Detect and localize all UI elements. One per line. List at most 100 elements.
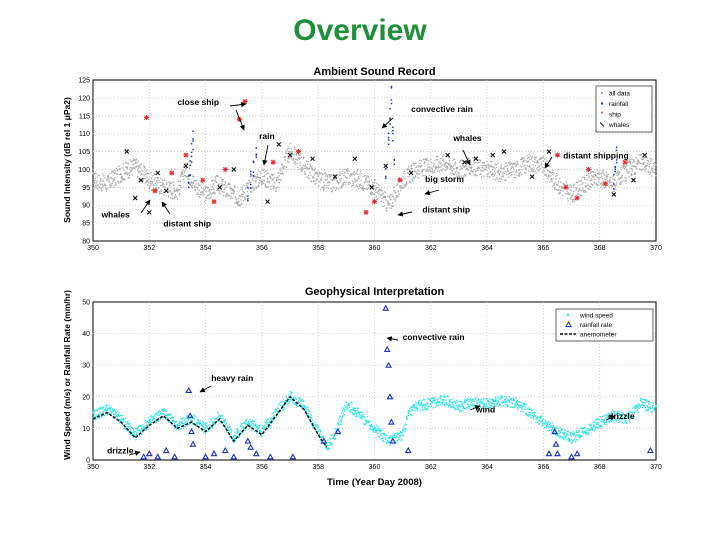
wind-speed-point xyxy=(527,414,529,416)
whale-point-d2 xyxy=(155,170,161,176)
y-tick-label: 105 xyxy=(78,149,90,156)
all-data-point xyxy=(470,164,472,166)
all-data-point xyxy=(519,175,521,177)
all-data-point xyxy=(573,200,576,202)
wind-speed-point xyxy=(235,435,237,437)
wind-speed-point xyxy=(602,419,604,421)
all-data-point xyxy=(166,188,169,190)
wind-speed-point xyxy=(121,423,123,426)
wind-speed-point xyxy=(427,397,430,399)
rainfall-rate-point xyxy=(387,418,395,425)
all-data-point xyxy=(600,175,603,177)
all-data-point xyxy=(143,175,145,177)
all-data-point xyxy=(261,183,263,186)
wind-speed-point xyxy=(352,413,354,415)
wind-speed-point xyxy=(465,407,467,409)
wind-speed-point xyxy=(262,424,264,427)
wind-speed-point xyxy=(601,425,603,428)
all-data-point xyxy=(449,163,451,165)
whale-point xyxy=(332,174,338,179)
all-data-point xyxy=(598,171,600,173)
wind-speed-point xyxy=(522,405,524,407)
all-data-point xyxy=(396,183,399,185)
all-data-point xyxy=(538,165,541,167)
all-data-point xyxy=(376,198,379,200)
wind-speed-point xyxy=(148,419,150,422)
wind-speed-point xyxy=(212,426,214,428)
wind-speed-point xyxy=(351,402,353,404)
wind-speed-point xyxy=(646,405,649,408)
all-data-point xyxy=(122,163,125,165)
all-data-point xyxy=(217,175,219,177)
all-data-point xyxy=(476,167,479,169)
ship-point xyxy=(372,199,377,205)
wind-speed-point xyxy=(577,434,579,436)
all-data-point xyxy=(351,173,353,175)
wind-speed-point xyxy=(143,427,145,429)
all-data-point xyxy=(113,176,116,179)
all-data-point xyxy=(376,191,379,193)
wind-speed-point xyxy=(483,402,485,404)
wind-speed-point xyxy=(214,423,216,425)
all-data-point xyxy=(556,174,559,177)
all-data-point xyxy=(462,175,465,177)
all-data-point xyxy=(633,173,635,175)
ship-point-d2 xyxy=(586,167,591,172)
annotation-arrow xyxy=(544,156,553,169)
wind-speed-point xyxy=(466,399,468,401)
whale-point-d2 xyxy=(138,177,144,183)
all-data-point xyxy=(518,169,520,172)
wind-speed-point xyxy=(261,435,263,437)
wind-speed-point xyxy=(489,404,491,407)
all-data-point xyxy=(572,199,574,202)
all-data-point xyxy=(262,169,265,172)
all-data-point xyxy=(290,142,292,144)
all-data-point xyxy=(568,188,570,190)
all-data-point xyxy=(336,180,339,182)
all-data-point xyxy=(445,169,447,172)
all-data-point xyxy=(426,170,429,172)
wind-speed-point xyxy=(548,426,550,428)
wind-speed-point xyxy=(503,396,506,398)
wind-speed-point xyxy=(176,425,179,427)
wind-speed-point xyxy=(532,412,534,414)
all-data-point xyxy=(300,170,303,172)
all-data-point xyxy=(110,176,112,179)
all-data-point xyxy=(306,166,308,169)
all-data-point xyxy=(143,178,145,180)
all-data-point xyxy=(183,181,185,184)
all-data-point xyxy=(445,167,448,170)
wind-speed-point xyxy=(356,415,358,418)
all-data-point xyxy=(242,190,245,193)
all-data-point xyxy=(286,148,288,151)
all-data-point xyxy=(321,173,323,175)
wind-speed-point xyxy=(369,426,372,428)
all-data-point xyxy=(367,184,369,187)
all-data-point xyxy=(159,192,161,194)
all-data-point xyxy=(388,196,390,199)
wind-speed-point xyxy=(413,403,416,406)
wind-speed-point xyxy=(330,434,332,437)
all-data-point xyxy=(323,184,326,187)
wind-speed-point xyxy=(397,432,399,435)
wind-speed-point xyxy=(570,438,572,440)
wind-speed-point xyxy=(407,409,409,412)
all-data-point xyxy=(230,189,232,191)
all-data-point xyxy=(163,184,165,186)
wind-speed-point xyxy=(594,427,596,430)
whale-point xyxy=(265,199,270,205)
wind-speed-point xyxy=(562,437,564,439)
wind-speed-point xyxy=(503,404,505,406)
all-data-point xyxy=(485,165,488,167)
all-data-point xyxy=(618,171,621,173)
wind-speed-point xyxy=(154,412,157,415)
all-data-point xyxy=(323,181,325,184)
all-data-point xyxy=(134,162,136,164)
all-data-point xyxy=(482,162,484,164)
wind-speed-point xyxy=(604,422,606,424)
all-data-point xyxy=(190,184,192,186)
wind-speed-point xyxy=(595,426,597,428)
wind-speed-point xyxy=(443,403,446,406)
all-data-point xyxy=(632,158,634,161)
all-data-point xyxy=(225,187,228,189)
